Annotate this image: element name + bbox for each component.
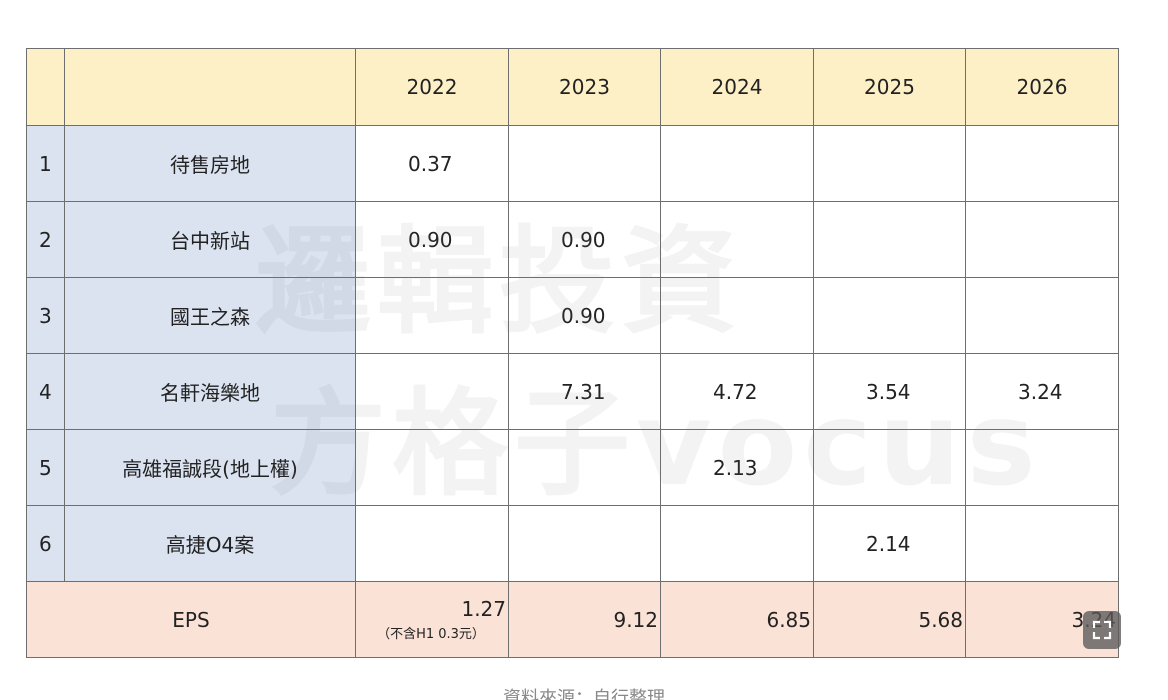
row-name: 國王之森 bbox=[64, 277, 356, 354]
row-name: 台中新站 bbox=[64, 201, 356, 278]
row-value: 3.24 bbox=[965, 353, 1119, 430]
row-value bbox=[355, 277, 509, 354]
row-name: 高雄福誠段(地上權) bbox=[64, 429, 356, 506]
row-value bbox=[660, 125, 814, 202]
row-value bbox=[813, 125, 966, 202]
row-value: 3.54 bbox=[813, 353, 966, 430]
header-year-2023: 2023 bbox=[508, 48, 661, 126]
row-value bbox=[965, 505, 1119, 582]
row-value: 0.90 bbox=[508, 201, 661, 278]
row-value bbox=[813, 277, 966, 354]
row-value bbox=[813, 429, 966, 506]
row-name: 待售房地 bbox=[64, 125, 356, 202]
row-value bbox=[965, 429, 1119, 506]
cropped-top-caption bbox=[0, 0, 1168, 12]
row-value bbox=[355, 505, 509, 582]
row-index: 6 bbox=[26, 505, 65, 582]
row-value bbox=[660, 201, 814, 278]
table-row: 1 待售房地 0.37 bbox=[26, 125, 1119, 202]
eps-table: 2022 2023 2024 2025 2026 1 待售房地 0.37 2 台… bbox=[26, 48, 1119, 658]
row-value: 0.90 bbox=[508, 277, 661, 354]
table-row: 6 高捷O4案 2.14 bbox=[26, 505, 1119, 582]
row-value bbox=[508, 429, 661, 506]
header-year-2025: 2025 bbox=[813, 48, 966, 126]
eps-value-2025: 5.68 bbox=[813, 581, 966, 658]
row-index: 3 bbox=[26, 277, 65, 354]
row-index: 2 bbox=[26, 201, 65, 278]
row-value: 0.90 bbox=[355, 201, 509, 278]
row-value bbox=[508, 505, 661, 582]
row-index: 5 bbox=[26, 429, 65, 506]
row-value: 2.13 bbox=[660, 429, 814, 506]
header-row: 2022 2023 2024 2025 2026 bbox=[26, 48, 1119, 126]
header-year-2026: 2026 bbox=[965, 48, 1119, 126]
expand-button[interactable] bbox=[1083, 611, 1121, 649]
row-value bbox=[508, 125, 661, 202]
row-value bbox=[355, 353, 509, 430]
table-row: 5 高雄福誠段(地上權) 2.13 bbox=[26, 429, 1119, 506]
header-year-2024: 2024 bbox=[660, 48, 814, 126]
row-name: 名軒海樂地 bbox=[64, 353, 356, 430]
row-value bbox=[355, 429, 509, 506]
eps-value-2022: 1.27 （不含H1 0.3元） bbox=[355, 581, 509, 658]
eps-value-2023: 9.12 bbox=[508, 581, 661, 658]
header-year-2022: 2022 bbox=[355, 48, 509, 126]
row-name: 高捷O4案 bbox=[64, 505, 356, 582]
row-value bbox=[965, 277, 1119, 354]
expand-icon bbox=[1092, 620, 1112, 640]
eps-label: EPS bbox=[26, 581, 356, 658]
row-value bbox=[965, 201, 1119, 278]
eps-row: EPS 1.27 （不含H1 0.3元） 9.12 6.85 5.68 3.24 bbox=[26, 581, 1119, 658]
row-index: 4 bbox=[26, 353, 65, 430]
header-name-cell bbox=[64, 48, 356, 126]
eps-2022-note: （不含H1 0.3元） bbox=[377, 627, 485, 642]
source-caption: 資料來源：自行整理 bbox=[503, 688, 665, 700]
row-index: 1 bbox=[26, 125, 65, 202]
table-row: 4 名軒海樂地 7.31 4.72 3.54 3.24 bbox=[26, 353, 1119, 430]
table-row: 3 國王之森 0.90 bbox=[26, 277, 1119, 354]
header-index-cell bbox=[26, 48, 65, 126]
eps-value-2022-number: 1.27 bbox=[461, 597, 506, 621]
row-value: 4.72 bbox=[660, 353, 814, 430]
row-value bbox=[660, 505, 814, 582]
row-value bbox=[660, 277, 814, 354]
table-row: 2 台中新站 0.90 0.90 bbox=[26, 201, 1119, 278]
row-value: 7.31 bbox=[508, 353, 661, 430]
row-value bbox=[813, 201, 966, 278]
eps-value-2024: 6.85 bbox=[660, 581, 814, 658]
row-value bbox=[965, 125, 1119, 202]
row-value: 2.14 bbox=[813, 505, 966, 582]
row-value: 0.37 bbox=[355, 125, 509, 202]
